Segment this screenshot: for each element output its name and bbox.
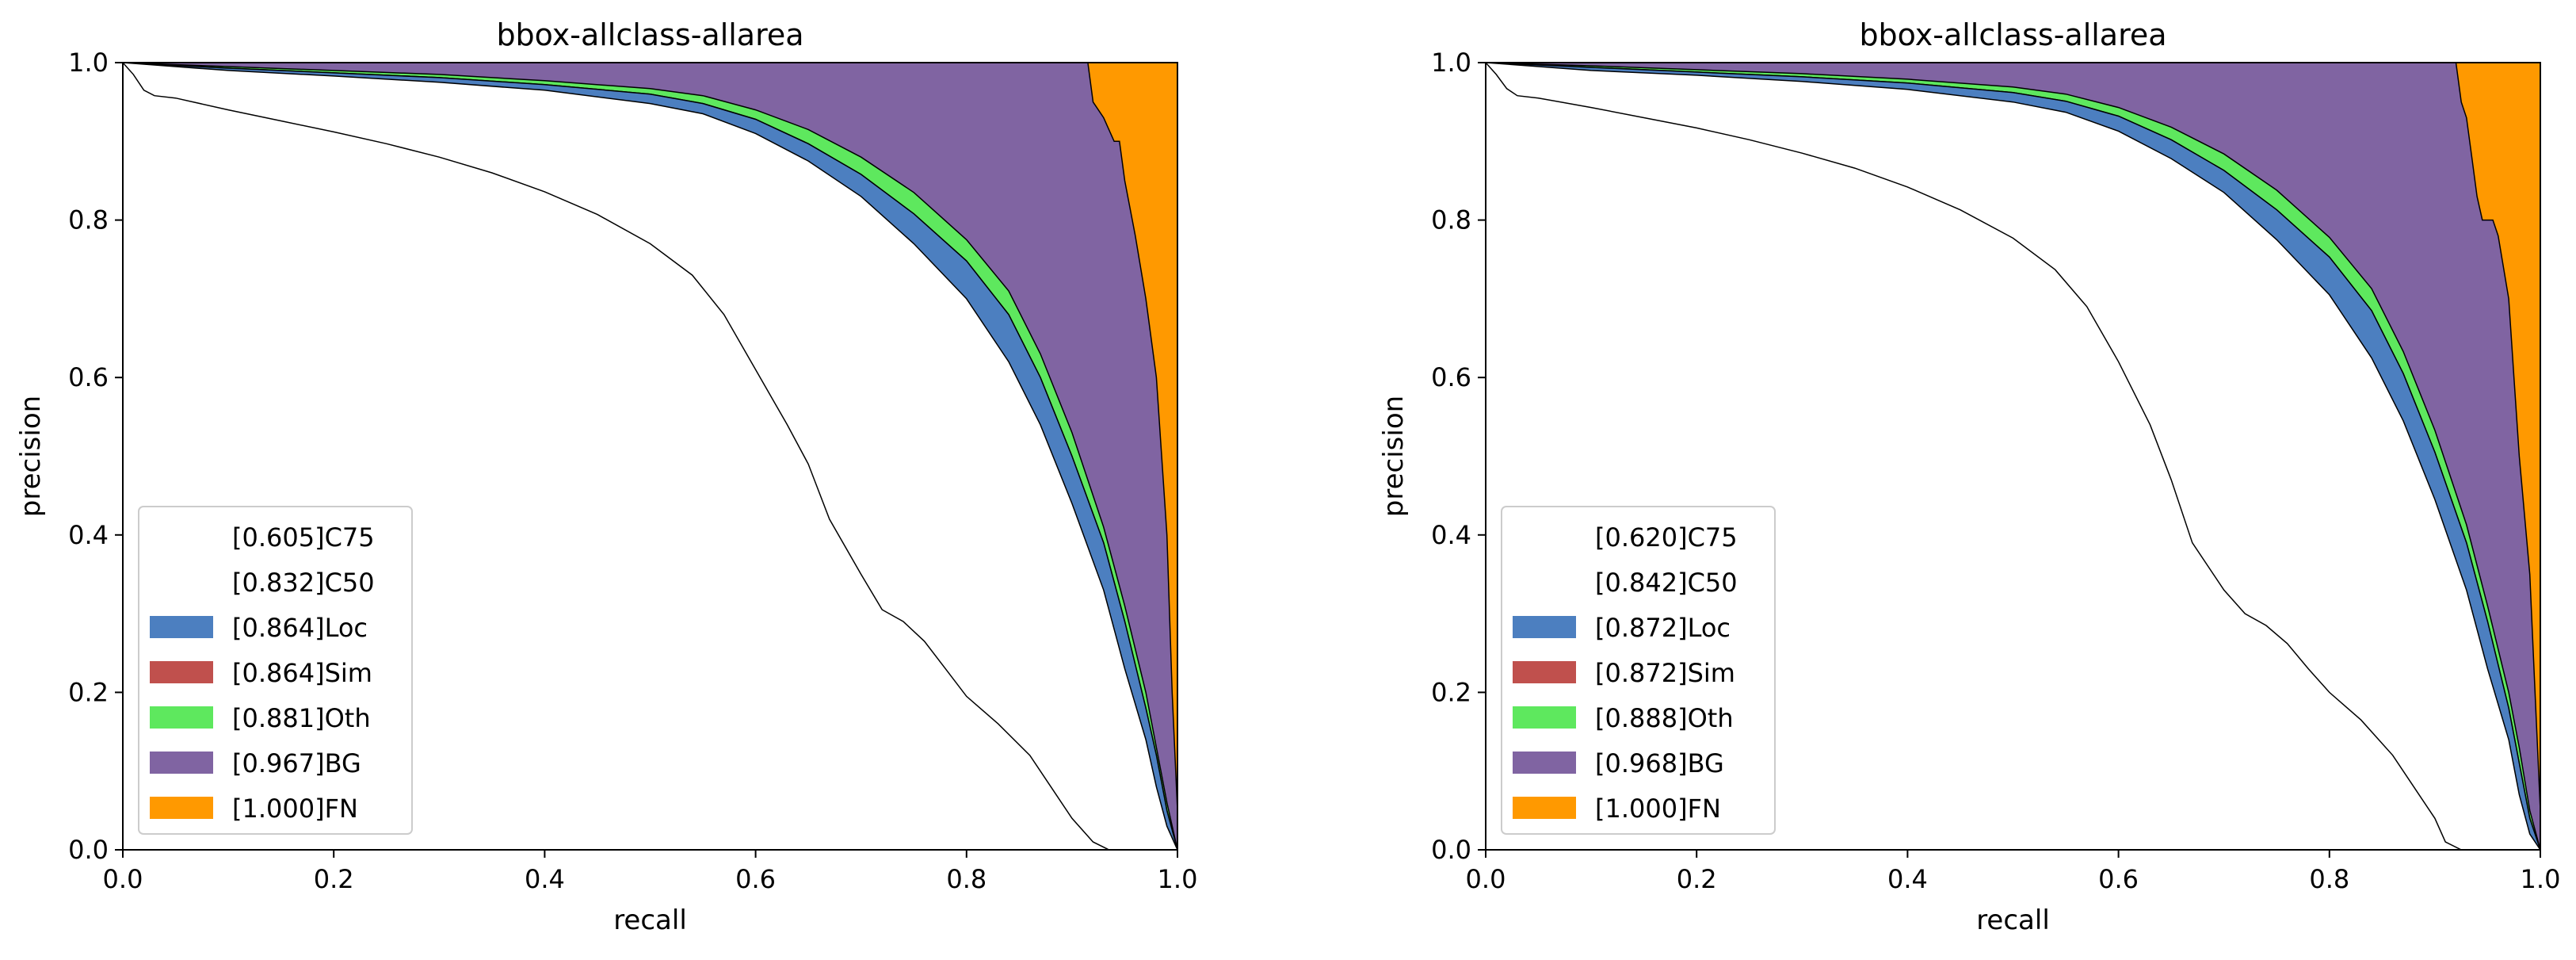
legend-swatch-c50 (1513, 571, 1576, 593)
line-c50 (1486, 63, 2540, 850)
x-tick-label: 1.0 (1158, 864, 1198, 894)
line-oth (1486, 63, 2540, 850)
y-axis-label: precision (1378, 396, 1410, 517)
chart-panel-2: 0.0 0.2 0.4 0.6 0.8 1.0 0.0 0.2 0.4 0.6 0.8 1.0 bbox… (1378, 17, 2560, 936)
y-tick-label: 0.6 (68, 362, 109, 392)
legend: [0.605]C75 [0.832]C50 [0.864]Loc [0.864]Sim… (138, 506, 413, 835)
legend-swatch-sim (150, 661, 213, 683)
legend-label-c75: [0.620]C75 (1595, 522, 1738, 553)
x-tick-label: 0.4 (525, 864, 565, 894)
y-tick-label: 0.2 (1431, 677, 1471, 707)
x-tick-label: 0.8 (2309, 864, 2349, 894)
chart-title: bbox-allclass-allarea (1859, 17, 2166, 52)
y-tick-label: 0.6 (1431, 362, 1471, 392)
x-tick-label: 0.2 (1677, 864, 1717, 894)
chart-panel-1: 0.0 0.2 0.4 0.6 0.8 1.0 0.0 0.2 0.4 0.6 0.8 1.0 bbox… (15, 17, 1197, 936)
y-tick-label: 0.4 (1431, 520, 1471, 550)
legend-swatch-loc (1513, 616, 1576, 638)
legend-swatch-c50 (150, 571, 213, 593)
y-tick-label: 0.2 (68, 677, 109, 707)
x-axis-label: recall (1976, 905, 2050, 936)
y-tick-label: 0.8 (1431, 205, 1471, 235)
legend: [0.620]C75 [0.842]C50 [0.872]Loc [0.872]Sim… (1501, 506, 1776, 835)
legend-label-fn: [1.000]FN (232, 794, 358, 824)
legend-label-c50: [0.842]C50 (1595, 568, 1738, 598)
axes-frame (1485, 62, 2541, 851)
legend-swatch-sim (1513, 661, 1576, 683)
x-tick-label: 0.2 (314, 864, 354, 894)
y-tick-label: 0.8 (68, 205, 109, 235)
line-c50 (123, 63, 1177, 850)
y-tick-label: 0.0 (68, 835, 109, 865)
x-tick-label: 0.8 (946, 864, 987, 894)
legend-label-fn: [1.000]FN (1595, 794, 1721, 824)
legend-swatch-bg (1513, 752, 1576, 774)
legend-swatch-loc (150, 616, 213, 638)
line-loc (1486, 63, 2540, 850)
x-tick-label: 0.4 (1887, 864, 1928, 894)
x-tick-label: 0.0 (1466, 864, 1506, 894)
legend-label-sim: [0.872]Sim (1595, 658, 1735, 688)
line-c75 (1486, 63, 2540, 850)
line-loc (123, 63, 1177, 850)
legend-label-loc: [0.864]Loc (232, 613, 368, 643)
y-tick-label: 1.0 (1431, 48, 1471, 78)
x-tick-label: 0.0 (103, 864, 143, 894)
y-tick-label: 0.4 (68, 520, 109, 550)
legend-label-oth: [0.881]Oth (232, 703, 371, 733)
legend-swatch-oth (1513, 706, 1576, 729)
legend-label-bg: [0.967]BG (232, 748, 361, 778)
legend-label-sim: [0.864]Sim (232, 658, 372, 688)
x-axis-label: recall (613, 905, 687, 936)
legend-label-bg: [0.968]BG (1595, 748, 1724, 778)
legend-swatch-c75 (1513, 526, 1576, 548)
x-tick-label: 0.6 (735, 864, 776, 894)
legend-swatch-oth (150, 706, 213, 729)
legend-label-oth: [0.888]Oth (1595, 703, 1734, 733)
legend-label-c75: [0.605]C75 (232, 522, 375, 553)
y-axis-label: precision (15, 396, 47, 517)
legend-swatch-fn (150, 797, 213, 819)
x-tick-label: 1.0 (2521, 864, 2561, 894)
chart-title: bbox-allclass-allarea (496, 17, 803, 52)
legend-swatch-c75 (150, 526, 213, 548)
legend-label-loc: [0.872]Loc (1595, 613, 1731, 643)
axes-frame (122, 62, 1178, 851)
line-c75 (123, 63, 1177, 850)
y-tick-label: 1.0 (68, 48, 109, 78)
line-oth (123, 63, 1177, 850)
legend-swatch-fn (1513, 797, 1576, 819)
line-bg (1486, 63, 2540, 850)
legend-swatch-bg (150, 752, 213, 774)
legend-label-c50: [0.832]C50 (232, 568, 375, 598)
y-tick-label: 0.0 (1431, 835, 1471, 865)
line-bg (123, 63, 1177, 850)
x-tick-label: 0.6 (2098, 864, 2139, 894)
